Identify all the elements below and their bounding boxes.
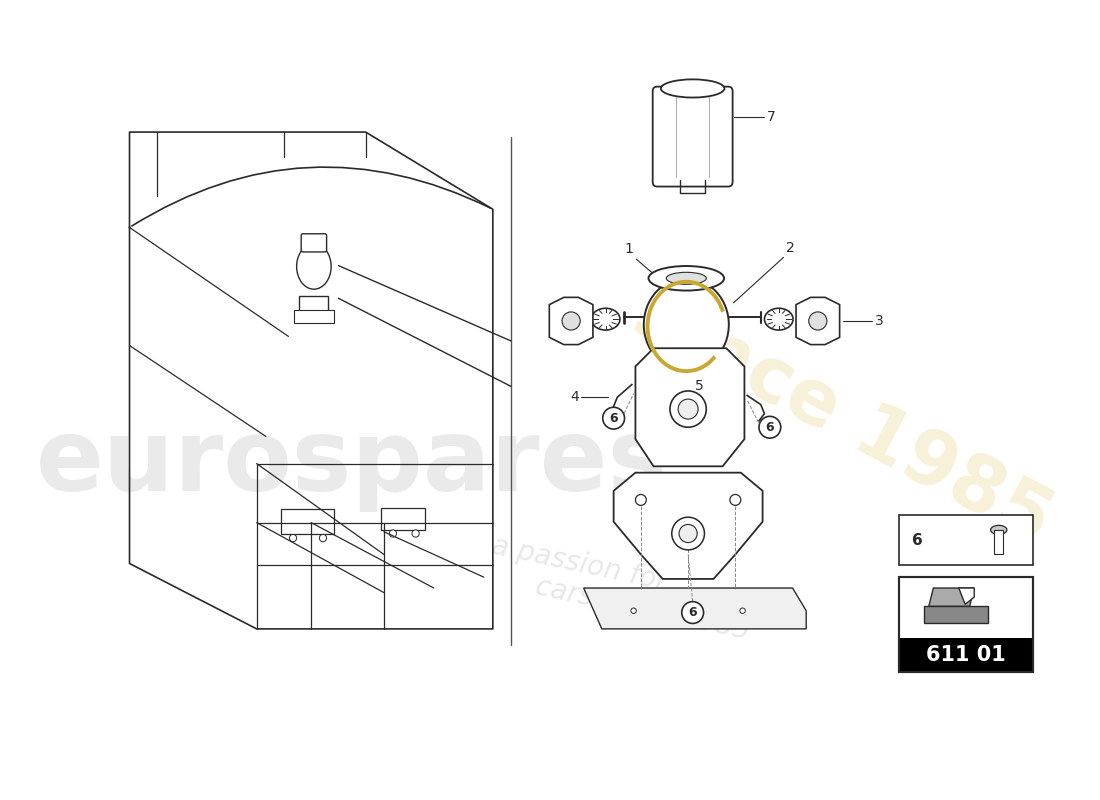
Circle shape [636, 494, 647, 506]
Circle shape [562, 312, 580, 330]
Text: 611 01: 611 01 [926, 646, 1005, 666]
Ellipse shape [592, 308, 620, 330]
Ellipse shape [297, 244, 331, 289]
Bar [994, 530, 1003, 554]
FancyBboxPatch shape [899, 515, 1033, 566]
Circle shape [389, 530, 396, 537]
Text: 5: 5 [695, 379, 704, 394]
Circle shape [730, 494, 740, 506]
Polygon shape [636, 348, 745, 466]
Circle shape [672, 517, 704, 550]
Circle shape [631, 608, 636, 614]
Bar [381, 508, 425, 530]
Text: 6: 6 [766, 421, 774, 434]
Bar [299, 295, 329, 312]
Circle shape [670, 391, 706, 427]
Circle shape [759, 416, 781, 438]
Circle shape [740, 608, 746, 614]
Ellipse shape [764, 308, 793, 330]
FancyBboxPatch shape [301, 234, 327, 252]
Circle shape [603, 407, 625, 429]
Text: 6: 6 [912, 534, 922, 548]
Text: 2: 2 [786, 241, 795, 254]
Text: since 1985: since 1985 [621, 277, 1064, 559]
Text: 6: 6 [609, 412, 618, 425]
Text: eurospares: eurospares [36, 415, 668, 512]
Text: a passion for: a passion for [488, 531, 670, 596]
Polygon shape [549, 298, 593, 345]
Circle shape [808, 312, 827, 330]
Text: 4: 4 [571, 390, 579, 404]
Polygon shape [796, 298, 839, 345]
Ellipse shape [667, 272, 706, 284]
Ellipse shape [661, 79, 725, 98]
FancyArrowPatch shape [132, 167, 491, 226]
FancyBboxPatch shape [899, 577, 1033, 673]
Circle shape [412, 530, 419, 537]
Circle shape [682, 602, 704, 623]
Ellipse shape [644, 278, 729, 371]
Text: 6: 6 [689, 606, 697, 619]
Ellipse shape [649, 266, 724, 290]
Polygon shape [928, 588, 975, 606]
Text: 1: 1 [625, 242, 634, 257]
Text: cars since 1985: cars since 1985 [532, 573, 752, 646]
Bar [282, 509, 334, 534]
FancyBboxPatch shape [652, 86, 733, 186]
Bar [294, 310, 334, 322]
Circle shape [679, 525, 697, 542]
Circle shape [289, 534, 297, 542]
Ellipse shape [991, 526, 1006, 534]
Polygon shape [584, 588, 806, 629]
Text: 7: 7 [767, 110, 775, 124]
Text: 3: 3 [874, 314, 883, 328]
Polygon shape [614, 473, 762, 579]
Circle shape [678, 399, 698, 419]
Bar [899, 638, 1033, 673]
Circle shape [319, 534, 327, 542]
Polygon shape [959, 588, 975, 604]
Polygon shape [924, 606, 988, 622]
